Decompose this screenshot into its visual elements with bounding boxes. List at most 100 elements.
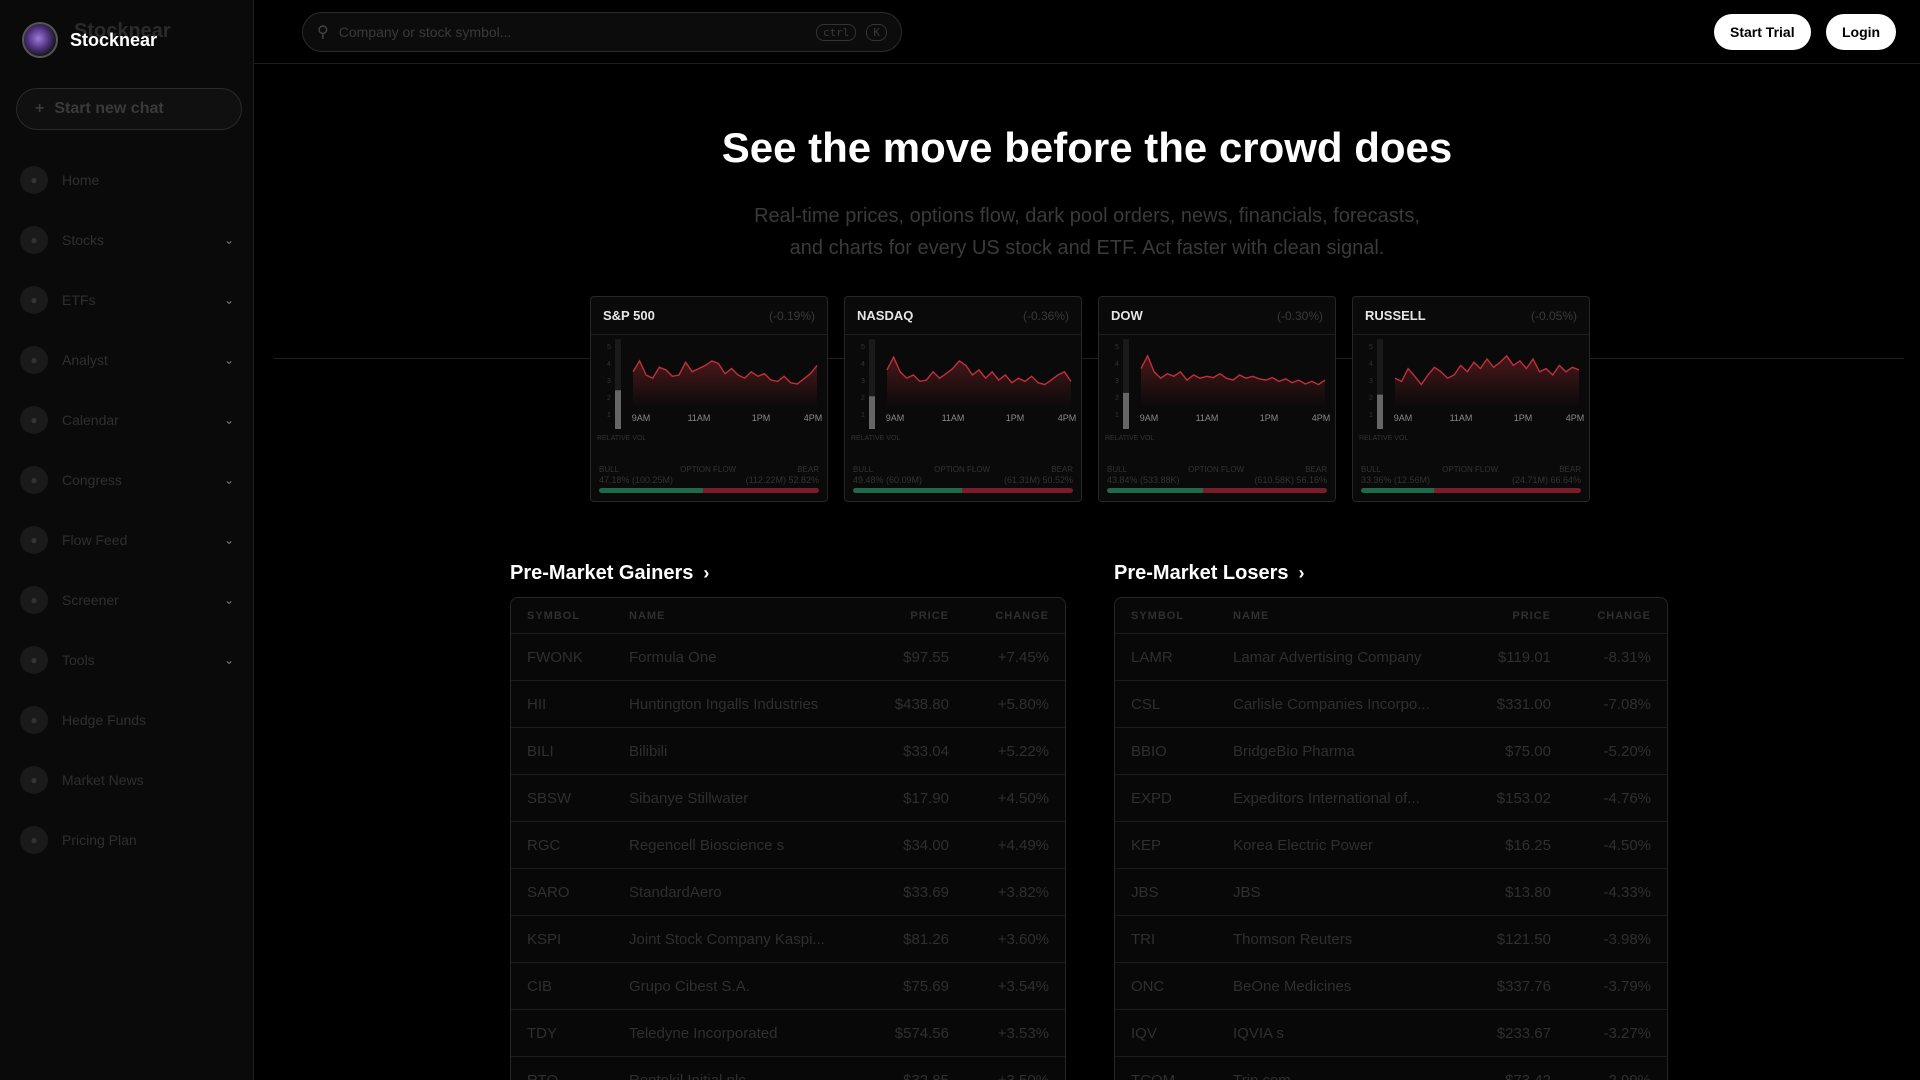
table-row[interactable]: HII Huntington Ingalls Industries $438.80 +… <box>511 681 1065 728</box>
sidebar-item-congress[interactable]: ● Congress ⌄ <box>0 450 254 510</box>
column-header[interactable]: NAME <box>629 609 666 622</box>
name-cell[interactable]: Trip.com <box>1233 1071 1291 1080</box>
symbol-cell[interactable]: CIB <box>527 977 553 995</box>
table-row[interactable]: TDY Teledyne Incorporated $574.56 +3.53% <box>511 1010 1065 1057</box>
chevron-down-icon[interactable]: ⌄ <box>223 473 234 487</box>
symbol-cell[interactable]: BILI <box>527 742 554 760</box>
name-cell[interactable]: Carlisle Companies Incorpo... <box>1233 695 1430 713</box>
symbol-cell[interactable]: FWONK <box>527 648 583 666</box>
column-header[interactable]: CHANGE <box>995 609 1049 622</box>
symbol-cell[interactable]: TRI <box>1131 930 1156 948</box>
name-cell[interactable]: Bilibili <box>629 742 668 760</box>
table-row[interactable]: JBS JBS $13.80 -4.33% <box>1115 869 1667 916</box>
name-cell[interactable]: Formula One <box>629 648 717 666</box>
name-cell[interactable]: BeOne Medicines <box>1233 977 1352 995</box>
name-cell[interactable]: IQVIA s <box>1233 1024 1284 1042</box>
chevron-down-icon[interactable]: ⌄ <box>223 533 234 547</box>
column-header[interactable]: PRICE <box>1512 609 1551 622</box>
symbol-cell[interactable]: SBSW <box>527 789 572 807</box>
symbol-cell[interactable]: IQV <box>1131 1024 1157 1042</box>
chevron-down-icon[interactable]: ⌄ <box>223 653 234 667</box>
symbol-cell[interactable]: BBIO <box>1131 742 1167 760</box>
start-trial-button[interactable]: Start Trial <box>1714 14 1811 50</box>
index-card-nasdaq[interactable]: NASDAQ (-0.36%) 5 4 3 2 1 9AM 11AM 1PM 4PM RELATIVE… <box>844 296 1082 502</box>
table-row[interactable]: ONC BeOne Medicines $337.76 -3.79% <box>1115 963 1667 1010</box>
column-header[interactable]: NAME <box>1233 609 1270 622</box>
name-cell[interactable]: Lamar Advertising Company <box>1233 648 1422 666</box>
name-cell[interactable]: BridgeBio Pharma <box>1233 742 1355 760</box>
name-cell[interactable]: JBS <box>1233 883 1261 901</box>
sidebar-item-screener[interactable]: ● Screener ⌄ <box>0 570 254 630</box>
symbol-cell[interactable]: KEP <box>1131 836 1162 854</box>
chevron-down-icon[interactable]: ⌄ <box>223 233 234 247</box>
name-cell[interactable]: Expeditors International of... <box>1233 789 1420 807</box>
sidebar-item-flow-feed[interactable]: ● Flow Feed ⌄ <box>0 510 254 570</box>
column-header[interactable]: PRICE <box>910 609 949 622</box>
symbol-cell[interactable]: RTO <box>527 1071 559 1080</box>
table-row[interactable]: BILI Bilibili $33.04 +5.22% <box>511 728 1065 775</box>
column-header[interactable]: CHANGE <box>1597 609 1651 622</box>
table-row[interactable]: RGC Regencell Bioscience s $34.00 +4.49% <box>511 822 1065 869</box>
gainers-title[interactable]: Pre-Market Gainers › <box>510 562 709 585</box>
name-cell[interactable]: StandardAero <box>629 883 722 901</box>
chevron-down-icon[interactable]: ⌄ <box>223 593 234 607</box>
name-cell[interactable]: Korea Electric Power <box>1233 836 1374 854</box>
symbol-cell[interactable]: ONC <box>1131 977 1165 995</box>
sidebar-item-etfs[interactable]: ● ETFs ⌄ <box>0 270 254 330</box>
table-row[interactable]: TRI Thomson Reuters $121.50 -3.98% <box>1115 916 1667 963</box>
name-cell[interactable]: Grupo Cibest S.A. <box>629 977 750 995</box>
brand[interactable]: Stocknear <box>22 22 157 58</box>
login-button[interactable]: Login <box>1826 14 1897 50</box>
symbol-cell[interactable]: JBS <box>1131 883 1159 901</box>
sidebar-item-market-news[interactable]: ● Market News <box>0 750 254 810</box>
sidebar-item-analyst[interactable]: ● Analyst ⌄ <box>0 330 254 390</box>
symbol-cell[interactable]: RGC <box>527 836 561 854</box>
sidebar-item-calendar[interactable]: ● Calendar ⌄ <box>0 390 254 450</box>
column-header[interactable]: SYMBOL <box>1131 609 1185 622</box>
chevron-down-icon[interactable]: ⌄ <box>223 353 234 367</box>
index-card-russell[interactable]: RUSSELL (-0.05%) 5 4 3 2 1 9AM 11AM 1PM 4PM RELATIV… <box>1352 296 1590 502</box>
table-row[interactable]: TCOM Trip.com $73.42 -2.99% <box>1115 1057 1667 1080</box>
table-row[interactable]: CIB Grupo Cibest S.A. $75.69 +3.54% <box>511 963 1065 1010</box>
symbol-cell[interactable]: HII <box>527 695 547 713</box>
name-cell[interactable]: Teledyne Incorporated <box>629 1024 778 1042</box>
index-card-dow[interactable]: DOW (-0.30%) 5 4 3 2 1 9AM 11AM 1PM 4PM RELATIVE VO… <box>1098 296 1336 502</box>
search-input[interactable] <box>338 24 806 40</box>
table-row[interactable]: LAMR Lamar Advertising Company $119.01 -8.3… <box>1115 634 1667 681</box>
name-cell[interactable]: Rentokil Initial plc <box>629 1071 746 1080</box>
symbol-cell[interactable]: TCOM <box>1131 1071 1176 1080</box>
table-row[interactable]: SBSW Sibanye Stillwater $17.90 +4.50% <box>511 775 1065 822</box>
sidebar-item-hedge-funds[interactable]: ● Hedge Funds <box>0 690 254 750</box>
chevron-down-icon[interactable]: ⌄ <box>223 413 234 427</box>
name-cell[interactable]: Regencell Bioscience s <box>629 836 785 854</box>
sidebar-item-stocks[interactable]: ● Stocks ⌄ <box>0 210 254 270</box>
symbol-cell[interactable]: CSL <box>1131 695 1161 713</box>
search-bar[interactable]: ⚲ ctrl K <box>302 12 902 52</box>
table-row[interactable]: CSL Carlisle Companies Incorpo... $331.00 -… <box>1115 681 1667 728</box>
symbol-cell[interactable]: TDY <box>527 1024 557 1042</box>
index-card-s-p-500[interactable]: S&P 500 (-0.19%) 5 4 3 2 1 9AM 11AM 1PM 4PM RELATIV… <box>590 296 828 502</box>
sidebar-item-home[interactable]: ● Home <box>0 150 254 210</box>
sidebar-item-tools[interactable]: ● Tools ⌄ <box>0 630 254 690</box>
table-row[interactable]: BBIO BridgeBio Pharma $75.00 -5.20% <box>1115 728 1667 775</box>
table-row[interactable]: KEP Korea Electric Power $16.25 -4.50% <box>1115 822 1667 869</box>
symbol-cell[interactable]: EXPD <box>1131 789 1172 807</box>
table-row[interactable]: RTO Rentokil Initial plc $32.85 +3.50% <box>511 1057 1065 1080</box>
name-cell[interactable]: Thomson Reuters <box>1233 930 1353 948</box>
name-cell[interactable]: Huntington Ingalls Industries <box>629 695 819 713</box>
chevron-down-icon[interactable]: ⌄ <box>223 293 234 307</box>
table-row[interactable]: FWONK Formula One $97.55 +7.45% <box>511 634 1065 681</box>
table-row[interactable]: EXPD Expeditors International of... $153.0… <box>1115 775 1667 822</box>
symbol-cell[interactable]: LAMR <box>1131 648 1173 666</box>
table-row[interactable]: IQV IQVIA s $233.67 -3.27% <box>1115 1010 1667 1057</box>
name-cell[interactable]: Joint Stock Company Kaspi... <box>629 930 825 948</box>
symbol-cell[interactable]: KSPI <box>527 930 562 948</box>
sidebar-item-pricing-plan[interactable]: ● Pricing Plan <box>0 810 254 870</box>
column-header[interactable]: SYMBOL <box>527 609 581 622</box>
table-row[interactable]: KSPI Joint Stock Company Kaspi... $81.26 +3… <box>511 916 1065 963</box>
table-row[interactable]: SARO StandardAero $33.69 +3.82% <box>511 869 1065 916</box>
start-new-chat-button[interactable]: + Start new chat <box>16 88 242 130</box>
name-cell[interactable]: Sibanye Stillwater <box>629 789 749 807</box>
losers-title[interactable]: Pre-Market Losers › <box>1114 562 1305 585</box>
symbol-cell[interactable]: SARO <box>527 883 570 901</box>
